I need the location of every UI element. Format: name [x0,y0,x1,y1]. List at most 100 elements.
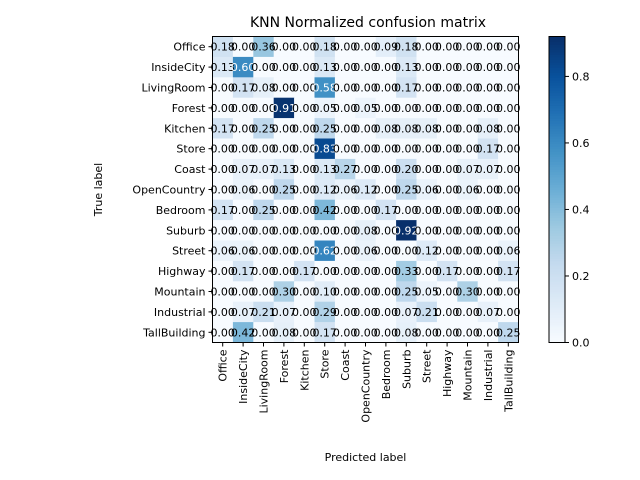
heatmap-cell-1-6 [334,56,356,78]
x-tick-label: Suburb [400,349,413,388]
heatmap-cell-3-12 [457,97,478,119]
cell-value-label-13-1: 0.07 [231,306,256,319]
colorbar-segment [549,179,565,183]
heatmap-cell-2-6 [334,77,356,98]
heatmap-cell-11-13 [477,260,499,282]
heatmap-cell-0-12 [457,36,478,58]
colorbar-segment [549,306,565,310]
heatmap-cell-14-3 [273,322,295,343]
colorbar-segment [549,138,565,142]
cell-value-label-11-1: 0.17 [231,265,256,278]
cell-value-label-7-12: 0.06 [455,184,480,197]
heatmap-cell-14-14 [498,322,519,343]
colorbar-segment [549,209,565,214]
cell-value-label-3-7: 0.05 [353,102,378,115]
heatmap-cell-7-0 [212,179,234,200]
cell-value-label-11-0: 0.00 [210,265,235,278]
cell-value-label-9-0: 0.00 [210,224,235,237]
x-tick-label: InsideCity [237,349,250,404]
heatmap-cell-5-9 [396,138,417,160]
cell-value-label-3-13: 0.00 [476,102,501,115]
heatmap-cell-labels: 0.180.000.360.000.000.180.000.000.090.18… [210,41,520,340]
cell-value-label-0-12: 0.00 [455,41,480,54]
cell-value-label-4-11: 0.00 [435,122,460,135]
cell-value-label-13-10: 0.21 [414,306,439,319]
heatmap-cell-6-7 [355,158,376,180]
y-tick-label: Bedroom [156,204,206,217]
cell-value-label-7-11: 0.00 [435,184,460,197]
colorbar-segment [549,319,565,323]
heatmap-cell-0-1 [232,36,254,58]
cell-value-label-8-6: 0.00 [333,204,358,217]
colorbar-segment [549,82,565,86]
cell-value-label-4-3: 0.00 [272,122,297,135]
heatmap-cell-8-14 [498,199,519,221]
heatmap-cell-6-10 [416,158,438,180]
heatmap-cell-12-7 [355,281,376,302]
heatmap-cell-9-6 [334,220,356,241]
cell-value-label-6-13: 0.07 [476,163,501,176]
cell-value-label-12-3: 0.30 [272,286,297,299]
heatmap-cell-2-0 [212,77,234,98]
cell-value-label-2-11: 0.00 [435,82,460,95]
colorbar-segment [549,281,565,285]
heatmap-cell-10-10 [416,240,438,262]
cell-value-label-6-0: 0.00 [210,163,235,176]
heatmap-cell-10-2 [253,240,274,262]
heatmap-cell-10-8 [375,240,397,262]
cell-value-label-13-5: 0.29 [312,306,337,319]
colorbar-segment [549,67,565,71]
colorbar-segment [549,143,565,147]
heatmap-cell-8-11 [436,199,458,221]
cell-value-label-2-4: 0.00 [292,82,317,95]
cell-value-label-11-5: 0.00 [312,265,337,278]
colorbar-segment [549,115,565,119]
cell-value-label-10-0: 0.06 [210,245,235,258]
cell-value-label-4-12: 0.00 [455,122,480,135]
cell-value-label-1-3: 0.00 [272,61,297,74]
cell-value-label-3-4: 0.00 [292,102,317,115]
heatmap-cell-9-3 [273,220,295,241]
heatmap-cell-14-6 [334,322,356,343]
colorbar-tick-label: 0.2 [572,270,590,283]
cell-value-label-5-10: 0.00 [414,143,439,156]
y-tick-label: Forest [172,102,206,115]
heatmap-cell-0-3 [273,36,295,58]
colorbar-segment [549,304,565,308]
cell-value-label-7-10: 0.06 [414,184,439,197]
heatmap-cell-3-13 [477,97,499,119]
heatmap-cell-2-12 [457,77,478,98]
colorbar-segment [549,107,565,112]
colorbar-segment [549,87,565,91]
colorbar-segment [549,327,565,331]
heatmap-cell-2-1 [232,77,254,98]
heatmap-cell-3-2 [253,97,274,119]
cell-value-label-2-12: 0.00 [455,82,480,95]
colorbar-segment [549,69,565,73]
colorbar-segment [549,301,565,305]
cell-value-label-7-8: 0.00 [374,184,399,197]
heatmap-cell-8-7 [355,199,376,221]
cell-value-label-12-1: 0.00 [231,286,256,299]
heatmap-cell-0-4 [294,36,315,58]
y-tick-label: Street [172,245,206,258]
heatmap-cell-5-4 [294,138,315,160]
heatmap-cell-13-2 [253,301,274,323]
heatmap-cell-9-11 [436,220,458,241]
heatmap-cell-1-7 [355,56,376,78]
heatmap-cell-0-13 [477,36,499,58]
cell-value-label-10-6: 0.00 [333,245,358,258]
heatmap-cell-10-11 [436,240,458,262]
colorbar-segment [549,59,565,63]
colorbar-segment [549,62,565,66]
heatmap-cell-6-4 [294,158,315,180]
cell-value-label-3-10: 0.00 [414,102,439,115]
cell-value-label-8-0: 0.17 [210,204,235,217]
y-tick-label: Store [176,143,205,156]
colorbar-segment [549,123,565,127]
cell-value-label-3-1: 0.00 [231,102,256,115]
cell-value-label-14-0: 0.00 [210,326,235,339]
heatmap-cell-12-8 [375,281,397,302]
cell-value-label-0-6: 0.00 [333,41,358,54]
cell-value-label-9-4: 0.00 [292,224,317,237]
